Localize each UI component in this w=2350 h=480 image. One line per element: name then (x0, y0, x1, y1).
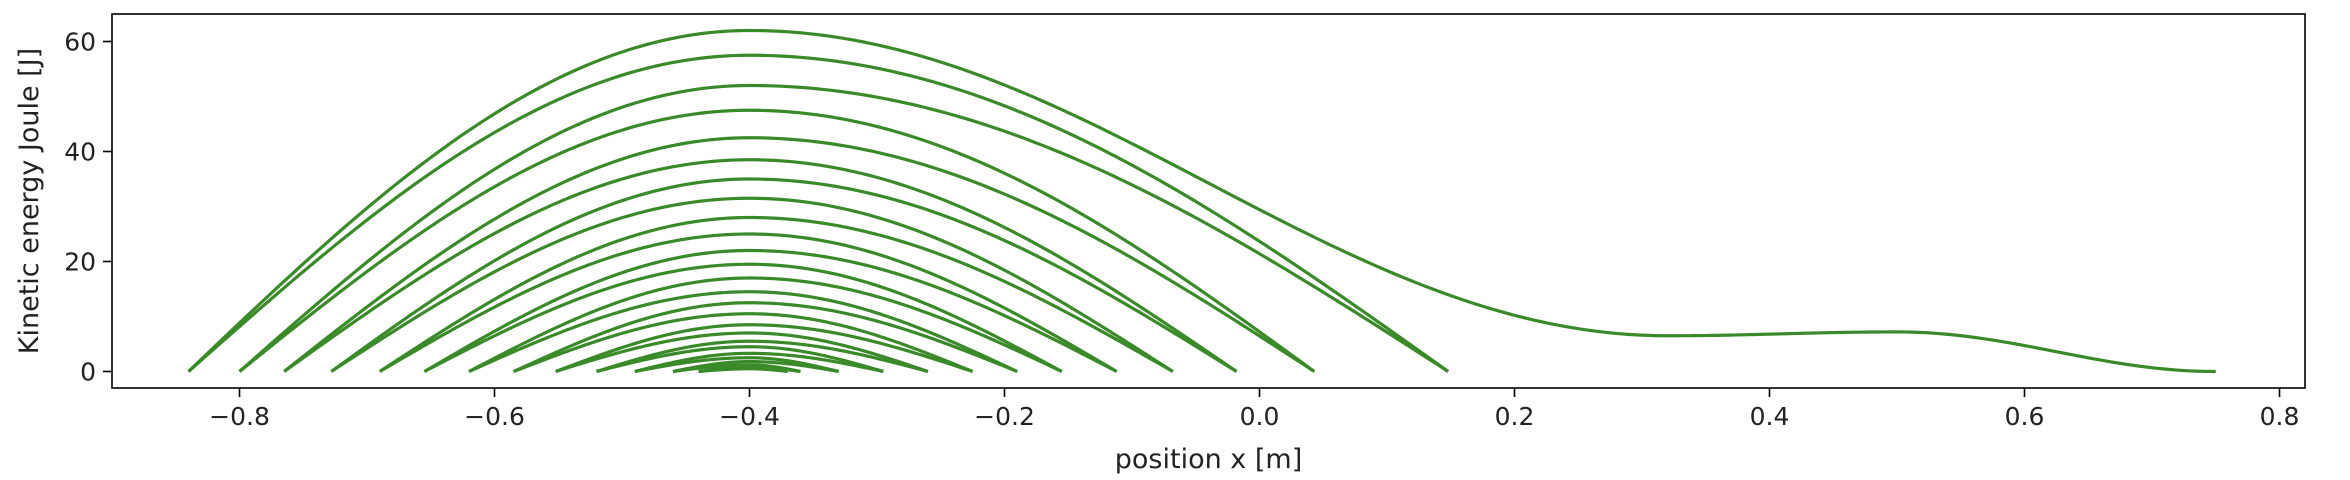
x-tick-label: 0.4 (1750, 402, 1790, 431)
energy-curve-segment (555, 331, 929, 374)
energy-curve-segment (634, 356, 840, 374)
y-tick-label: 60 (64, 28, 96, 57)
x-tick-label: −0.2 (974, 402, 1035, 431)
energy-curve-segment (378, 232, 1118, 373)
energy-curve-segment (555, 323, 974, 374)
plot-frame (111, 13, 2306, 389)
energy-curve-segment (187, 28, 2216, 374)
energy-curve-segment (468, 290, 1018, 373)
x-axis-ticks: −0.8 −0.6 −0.4 −0.2 0.0 0.2 0.4 0.6 0.8 (209, 388, 2299, 431)
energy-curve-segment (238, 83, 1450, 373)
x-tick-label: −0.6 (464, 402, 525, 431)
x-tick-label: 0.0 (1240, 402, 1280, 431)
energy-curve-segment (378, 215, 1174, 373)
energy-curve-segment (423, 262, 1063, 373)
energy-curve-segment (513, 312, 974, 373)
x-tick-label: 0.8 (2260, 402, 2300, 431)
y-tick-label: 20 (64, 248, 96, 277)
energy-curve-segment (330, 196, 1174, 373)
x-tick-label: 0.2 (1495, 402, 1535, 431)
energy-curve-segment (468, 276, 1063, 373)
energy-curve-segment (330, 177, 1238, 373)
energy-curve-segment (238, 108, 1316, 373)
energy-curve-segment (634, 351, 884, 374)
y-axis-ticks: 0 20 40 60 (64, 28, 112, 387)
x-tick-label: −0.8 (209, 402, 270, 431)
x-tick-label: −0.4 (719, 402, 780, 431)
y-tick-label: 40 (64, 138, 96, 167)
energy-curve-segment (512, 301, 1018, 373)
y-tick-label: 0 (80, 358, 96, 387)
curve-layer (187, 28, 2216, 374)
energy-curve-segment (672, 360, 840, 374)
energy-curve-segment (423, 248, 1118, 373)
energy-curve-segment (596, 345, 884, 374)
energy-curve-segment (283, 158, 1238, 373)
x-axis-label: position x [m] (1115, 444, 1302, 475)
energy-curve-segment (596, 339, 929, 374)
energy-curve-segment (187, 53, 1450, 373)
energy-curve-segment (283, 136, 1316, 373)
x-tick-label: 0.6 (2005, 402, 2045, 431)
energy-curve-segment (697, 367, 789, 374)
y-axis-label: Kinetic energy Joule [J] (14, 48, 45, 354)
